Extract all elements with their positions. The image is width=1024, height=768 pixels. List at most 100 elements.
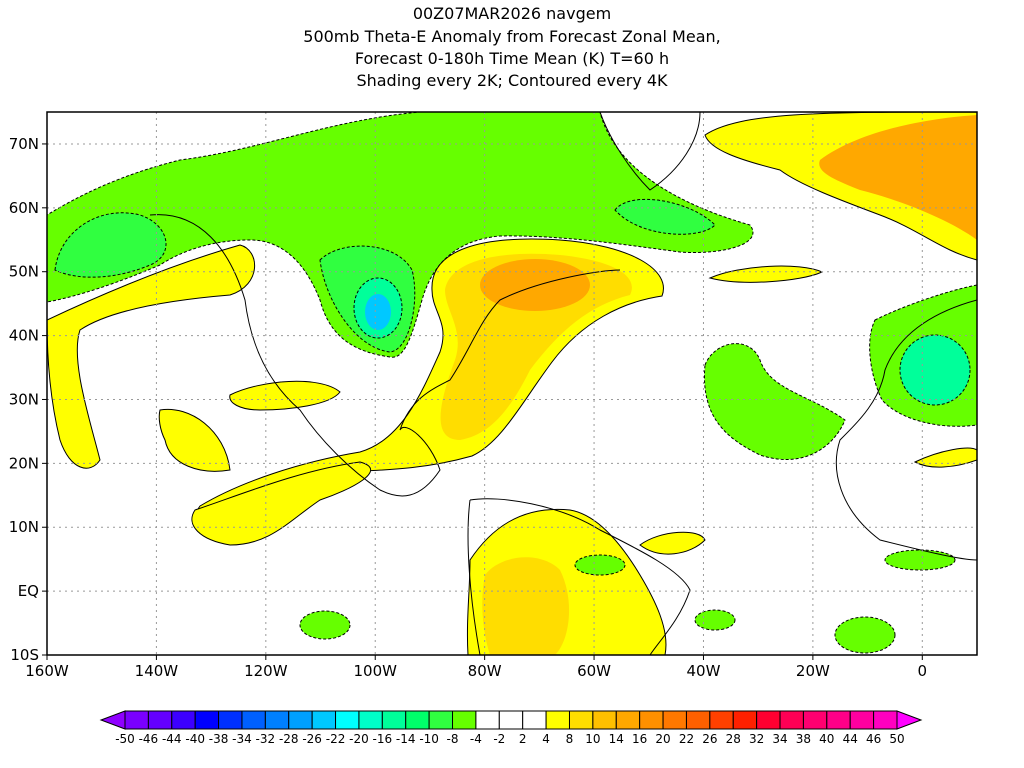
coastline-south-america [467, 498, 691, 655]
title-line-3: Forecast 0-180h Time Mean (K) T=60 h [354, 49, 670, 68]
colorbar-label: 22 [679, 732, 694, 746]
positive-anomaly-pacific-arc [47, 244, 255, 469]
x-tick-label: 120W [244, 662, 288, 680]
colorbar-swatch [522, 710, 547, 730]
negative-anomaly-patch [574, 554, 626, 576]
negative-anomaly-patch [834, 616, 896, 654]
colorbar-label: -16 [373, 732, 393, 746]
colorbar-label: 26 [702, 732, 717, 746]
colorbar-label: 50 [889, 732, 904, 746]
colorbar-label: 20 [655, 732, 670, 746]
title-line-2: 500mb Theta-E Anomaly from Forecast Zona… [303, 27, 721, 46]
colorbar-swatch [756, 710, 781, 730]
positive-anomaly-gold [440, 253, 632, 440]
colorbar-label: 34 [772, 732, 787, 746]
colorbar-swatch [264, 710, 290, 730]
y-tick-label: 10N [9, 518, 39, 536]
colorbar-swatch [124, 710, 149, 730]
colorbar-swatch [592, 710, 617, 730]
x-tick-label: 140W [135, 662, 179, 680]
colorbar-label: -2 [493, 732, 505, 746]
positive-anomaly-atlantic-strip [708, 265, 824, 283]
coastline-greenland [599, 112, 701, 191]
title-line-4: Shading every 2K; Contoured every 4K [356, 71, 668, 90]
colorbar-swatch [452, 710, 477, 730]
x-tick-label: 0 [918, 662, 928, 680]
colorbar-label: -20 [349, 732, 369, 746]
colorbar-swatch [615, 710, 641, 730]
colorbar-swatch [171, 710, 196, 730]
colorbar-label: 14 [609, 732, 624, 746]
colorbar-swatch [826, 710, 851, 730]
x-tick-label: 100W [354, 662, 398, 680]
colorbar-swatch [545, 710, 570, 730]
x-tick-label: 80W [468, 662, 502, 680]
coastline-north-america [149, 214, 621, 497]
y-axis-ticks: 70N 60N 50N 40N 30N 20N 10N EQ 10S [9, 135, 47, 664]
negative-anomaly-patch [299, 610, 351, 640]
colorbar-label: -40 [185, 732, 205, 746]
x-tick-label: 20W [796, 662, 830, 680]
colorbar-label: 2 [519, 732, 527, 746]
colorbar: -50 -46 -44 -40 -38 -34 -32 -28 -26 -22 -20 -16 -14-… [99, 710, 923, 746]
colorbar-label: 46 [866, 732, 881, 746]
colorbar-swatch [639, 710, 664, 730]
x-tick-label: 160W [25, 662, 69, 680]
positive-anomaly-atlantic-small [639, 531, 706, 555]
y-tick-label: 10S [10, 646, 39, 664]
negative-anomaly-alaska [54, 212, 167, 278]
colorbar-swatch [147, 710, 173, 730]
colorbar-swatch [849, 710, 875, 730]
colorbar-swatch [568, 710, 594, 730]
colorbar-swatch [311, 710, 337, 730]
colorbar-swatch [498, 710, 524, 730]
negative-anomaly-atlantic [703, 343, 846, 460]
colorbar-label: 8 [566, 732, 574, 746]
x-tick-label: 40W [687, 662, 721, 680]
colorbar-label: 16 [632, 732, 647, 746]
y-tick-label: EQ [18, 582, 39, 600]
colorbar-label: 28 [726, 732, 741, 746]
colorbar-swatch [685, 710, 711, 730]
positive-anomaly-sa-gold [482, 557, 570, 655]
colorbar-swatch [241, 710, 266, 730]
colorbar-swatch [218, 710, 243, 730]
x-tick-label: 60W [577, 662, 611, 680]
colorbar-swatch [662, 710, 687, 730]
colorbar-label: -28 [279, 732, 299, 746]
colorbar-label: 44 [843, 732, 858, 746]
colorbar-swatch [194, 710, 220, 730]
negative-anomaly-patch [884, 549, 956, 571]
colorbar-label: -14 [396, 732, 416, 746]
colorbar-label: 40 [819, 732, 834, 746]
positive-anomaly-max [480, 259, 590, 311]
colorbar-label: 32 [749, 732, 764, 746]
colorbar-swatch [405, 710, 430, 730]
colorbar-swatch [873, 710, 898, 730]
y-tick-label: 60N [9, 199, 39, 217]
colorbar-label: -50 [115, 732, 135, 746]
map-frame [46, 111, 978, 656]
negative-anomaly-north-band [47, 112, 754, 358]
negative-anomaly-greenland-sea [614, 198, 716, 235]
colorbar-swatch [288, 710, 313, 730]
y-tick-label: 30N [9, 390, 39, 408]
colorbar-label: -10 [419, 732, 439, 746]
colorbar-left-arrow [99, 710, 126, 730]
colorbar-swatch [475, 710, 500, 730]
positive-anomaly-hawaii [158, 408, 231, 472]
y-tick-label: 50N [9, 263, 39, 281]
x-axis-ticks: 160W 140W 120W 100W 80W 60W 40W 20W 0 [25, 655, 927, 680]
colorbar-swatch [802, 710, 828, 730]
colorbar-label: -38 [209, 732, 229, 746]
colorbar-swatch [709, 710, 734, 730]
positive-anomaly-tropics [191, 461, 372, 546]
positive-anomaly-europe-orange [819, 115, 977, 240]
y-tick-label: 70N [9, 135, 39, 153]
colorbar-label: -34 [232, 732, 252, 746]
colorbar-label: -44 [162, 732, 182, 746]
colorbar-label: 38 [796, 732, 811, 746]
y-tick-label: 40N [9, 327, 39, 345]
colorbar-label: -8 [447, 732, 459, 746]
